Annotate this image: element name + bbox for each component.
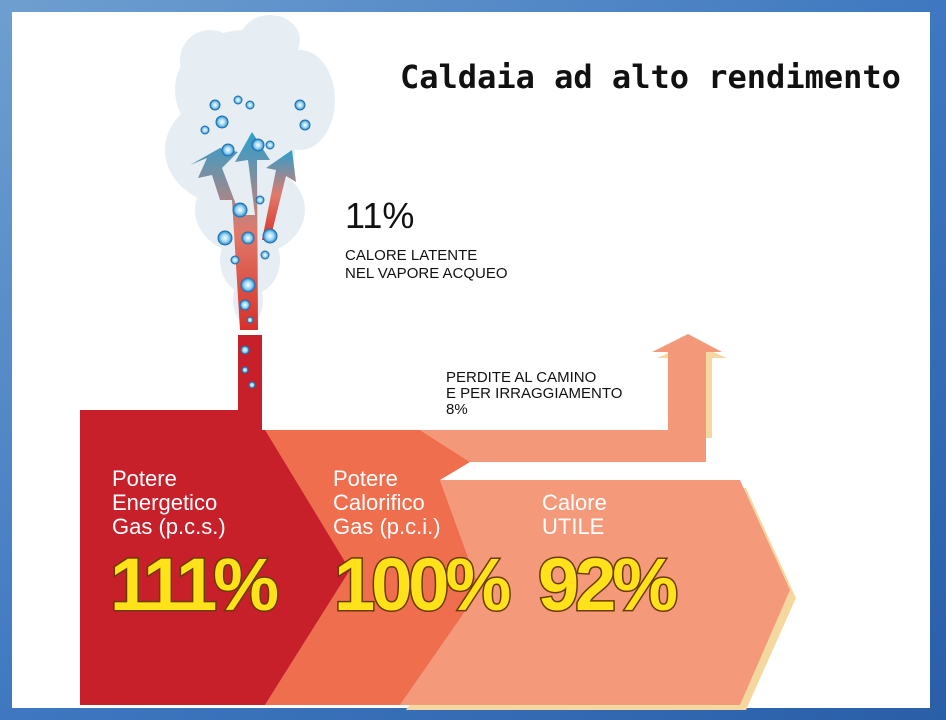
block-label: Potere <box>112 466 177 491</box>
infographic: Caldaia ad alto rendimento 11% CALORE LA… <box>0 0 946 720</box>
block-label: Gas (p.c.i.) <box>333 514 441 539</box>
block-label: Potere <box>333 466 398 491</box>
block-value: 111% <box>110 543 277 626</box>
title: Caldaia ad alto rendimento <box>400 58 901 96</box>
block-label: Calorifico <box>333 490 425 515</box>
block-label: Gas (p.c.s.) <box>112 514 226 539</box>
loss-label: PERDITE AL CAMINO <box>446 369 596 386</box>
steam-label: CALORE LATENTE <box>345 247 477 264</box>
block-value: 92% <box>538 543 676 626</box>
block-label: UTILE <box>542 514 604 539</box>
block-label: Energetico <box>112 490 217 515</box>
steam-label: NEL VAPORE ACQUEO <box>345 265 508 282</box>
block-label: Calore <box>542 490 607 515</box>
steam-value: 11% <box>345 195 414 236</box>
loss-label: E PER IRRAGGIAMENTO <box>446 385 622 402</box>
loss-label: 8% <box>446 401 468 418</box>
block-value: 100% <box>334 543 509 626</box>
